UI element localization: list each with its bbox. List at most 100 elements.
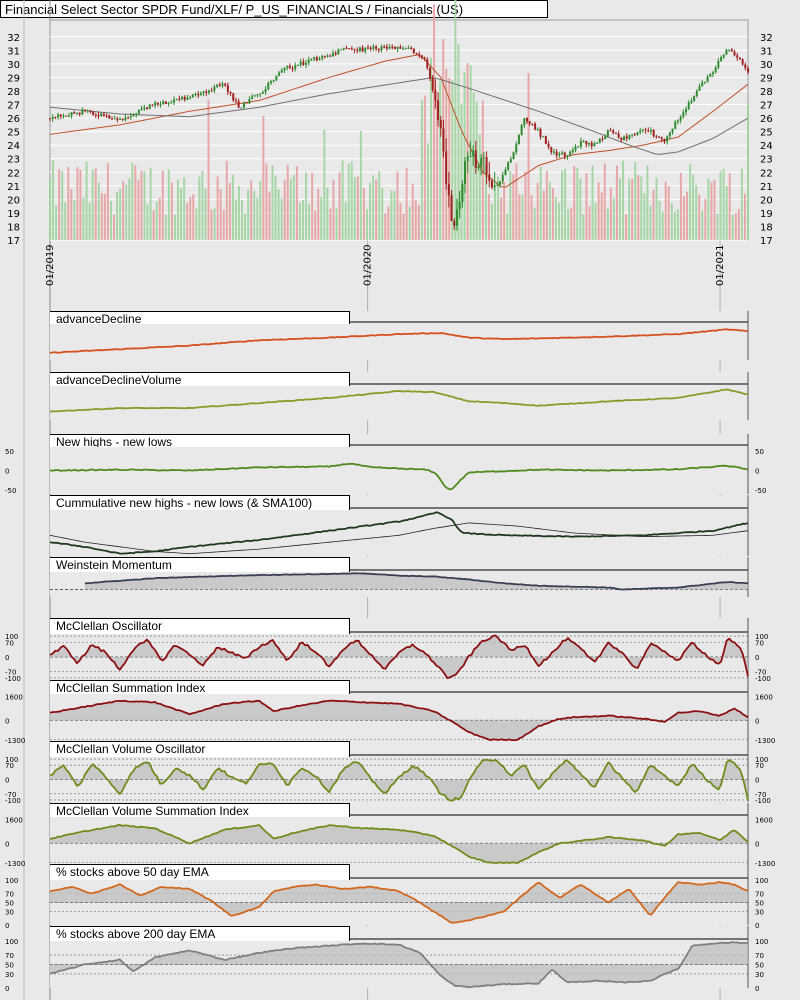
volume-bar bbox=[500, 197, 503, 240]
candle-body bbox=[146, 107, 149, 109]
volume-bar bbox=[356, 176, 359, 240]
candle-body bbox=[261, 92, 264, 94]
candle-body bbox=[256, 94, 259, 96]
candle-body bbox=[186, 97, 189, 100]
candle-body bbox=[156, 102, 159, 105]
volume-bar bbox=[698, 194, 701, 240]
volume-bar bbox=[503, 182, 506, 240]
volume-bar bbox=[164, 214, 167, 240]
candle-body bbox=[350, 48, 353, 50]
pct-above-200-ema-y-tick-left: 0 bbox=[5, 985, 9, 993]
candle-body bbox=[725, 49, 728, 55]
candle-body bbox=[658, 136, 661, 138]
candle-body bbox=[237, 101, 240, 108]
candle-body bbox=[741, 58, 744, 65]
candle-body bbox=[67, 115, 70, 117]
candle-body bbox=[685, 108, 688, 113]
volume-bar bbox=[588, 206, 591, 240]
candle-body bbox=[267, 83, 270, 90]
price-y-tick-right: 23 bbox=[760, 155, 773, 166]
candle-body bbox=[143, 107, 146, 109]
price-y-tick-left: 25 bbox=[7, 128, 20, 139]
candle-body bbox=[205, 91, 208, 93]
volume-bar bbox=[460, 103, 463, 240]
candle-body bbox=[566, 155, 569, 157]
candle-body bbox=[464, 161, 467, 184]
candle-body bbox=[703, 81, 706, 83]
candle-body bbox=[221, 83, 224, 86]
candle-body bbox=[245, 102, 248, 104]
pct-above-50-ema-y-tick-right: 100 bbox=[755, 877, 768, 885]
volume-bar bbox=[365, 209, 368, 240]
mcclellan-volume-summation-index-y-tick-right: 0 bbox=[755, 840, 759, 848]
price-y-tick-right: 28 bbox=[760, 87, 773, 98]
price-y-tick-right: 30 bbox=[760, 60, 773, 71]
pct-above-200-ema-y-tick-right: 0 bbox=[755, 985, 759, 993]
volume-bar bbox=[106, 163, 109, 240]
mcclellan-volume-oscillator-y-tick-right: 70 bbox=[755, 762, 764, 770]
weinstein-momentum-series-line bbox=[84, 572, 749, 591]
volume-bar bbox=[716, 213, 719, 240]
volume-bar bbox=[219, 189, 222, 240]
volume-bar bbox=[280, 198, 283, 240]
volume-bar bbox=[494, 188, 497, 240]
new-highs-lows-label: New highs - new lows bbox=[50, 434, 350, 447]
pct-above-50-ema-y-tick-right: 30 bbox=[755, 909, 764, 917]
volume-bar bbox=[64, 202, 67, 240]
new-highs-lows-y-tick-left: 0 bbox=[5, 468, 9, 476]
candle-body bbox=[340, 49, 343, 51]
candle-body bbox=[593, 143, 596, 147]
candle-body bbox=[674, 121, 677, 129]
volume-bar bbox=[649, 206, 652, 240]
candle-body bbox=[515, 144, 518, 153]
volume-bar bbox=[631, 178, 634, 240]
volume-bar bbox=[378, 171, 381, 240]
volume-bar bbox=[390, 190, 393, 240]
candle-body bbox=[358, 47, 361, 51]
volume-bar bbox=[103, 193, 106, 240]
candle-body bbox=[283, 67, 286, 71]
candle-body bbox=[747, 68, 749, 73]
pct-above-200-ema-area-fill bbox=[50, 942, 748, 988]
volume-bar bbox=[180, 188, 183, 240]
volume-bar bbox=[73, 199, 76, 240]
candle-body bbox=[636, 132, 639, 135]
volume-bar bbox=[372, 175, 375, 240]
candle-body bbox=[369, 47, 372, 49]
candle-body bbox=[73, 112, 76, 114]
candle-body bbox=[442, 128, 445, 152]
candle-body bbox=[224, 83, 227, 86]
volume-bar bbox=[198, 176, 201, 240]
pct-above-50-ema-y-tick-left: 0 bbox=[5, 922, 9, 930]
volume-bar bbox=[262, 115, 265, 240]
candle-body bbox=[544, 136, 547, 144]
candle-body bbox=[660, 137, 663, 140]
candle-body bbox=[676, 120, 679, 122]
price-y-tick-left: 19 bbox=[7, 209, 20, 220]
candle-body bbox=[536, 128, 539, 130]
volume-bar bbox=[94, 168, 97, 240]
mcclellan-volume-oscillator-y-tick-left: 70 bbox=[5, 762, 14, 770]
volume-bar bbox=[155, 201, 158, 240]
candle-body bbox=[501, 175, 504, 182]
candle-body bbox=[75, 112, 78, 114]
candle-body bbox=[730, 49, 733, 52]
candle-body bbox=[649, 129, 652, 132]
volume-bar bbox=[567, 209, 570, 240]
candle-body bbox=[453, 221, 456, 226]
candle-body bbox=[84, 109, 87, 111]
volume-bar bbox=[381, 187, 384, 240]
volume-bar bbox=[475, 101, 478, 240]
candle-body bbox=[288, 66, 291, 69]
candle-body bbox=[197, 93, 200, 96]
volume-bar bbox=[298, 202, 301, 240]
mcclellan-oscillator-y-tick-right: 100 bbox=[755, 633, 768, 641]
volume-bar bbox=[707, 178, 710, 240]
volume-bar bbox=[682, 196, 685, 240]
volume-bar bbox=[673, 211, 676, 240]
volume-bar bbox=[125, 184, 128, 240]
candle-body bbox=[668, 132, 671, 137]
candle-body bbox=[690, 101, 693, 103]
candle-body bbox=[499, 181, 502, 185]
